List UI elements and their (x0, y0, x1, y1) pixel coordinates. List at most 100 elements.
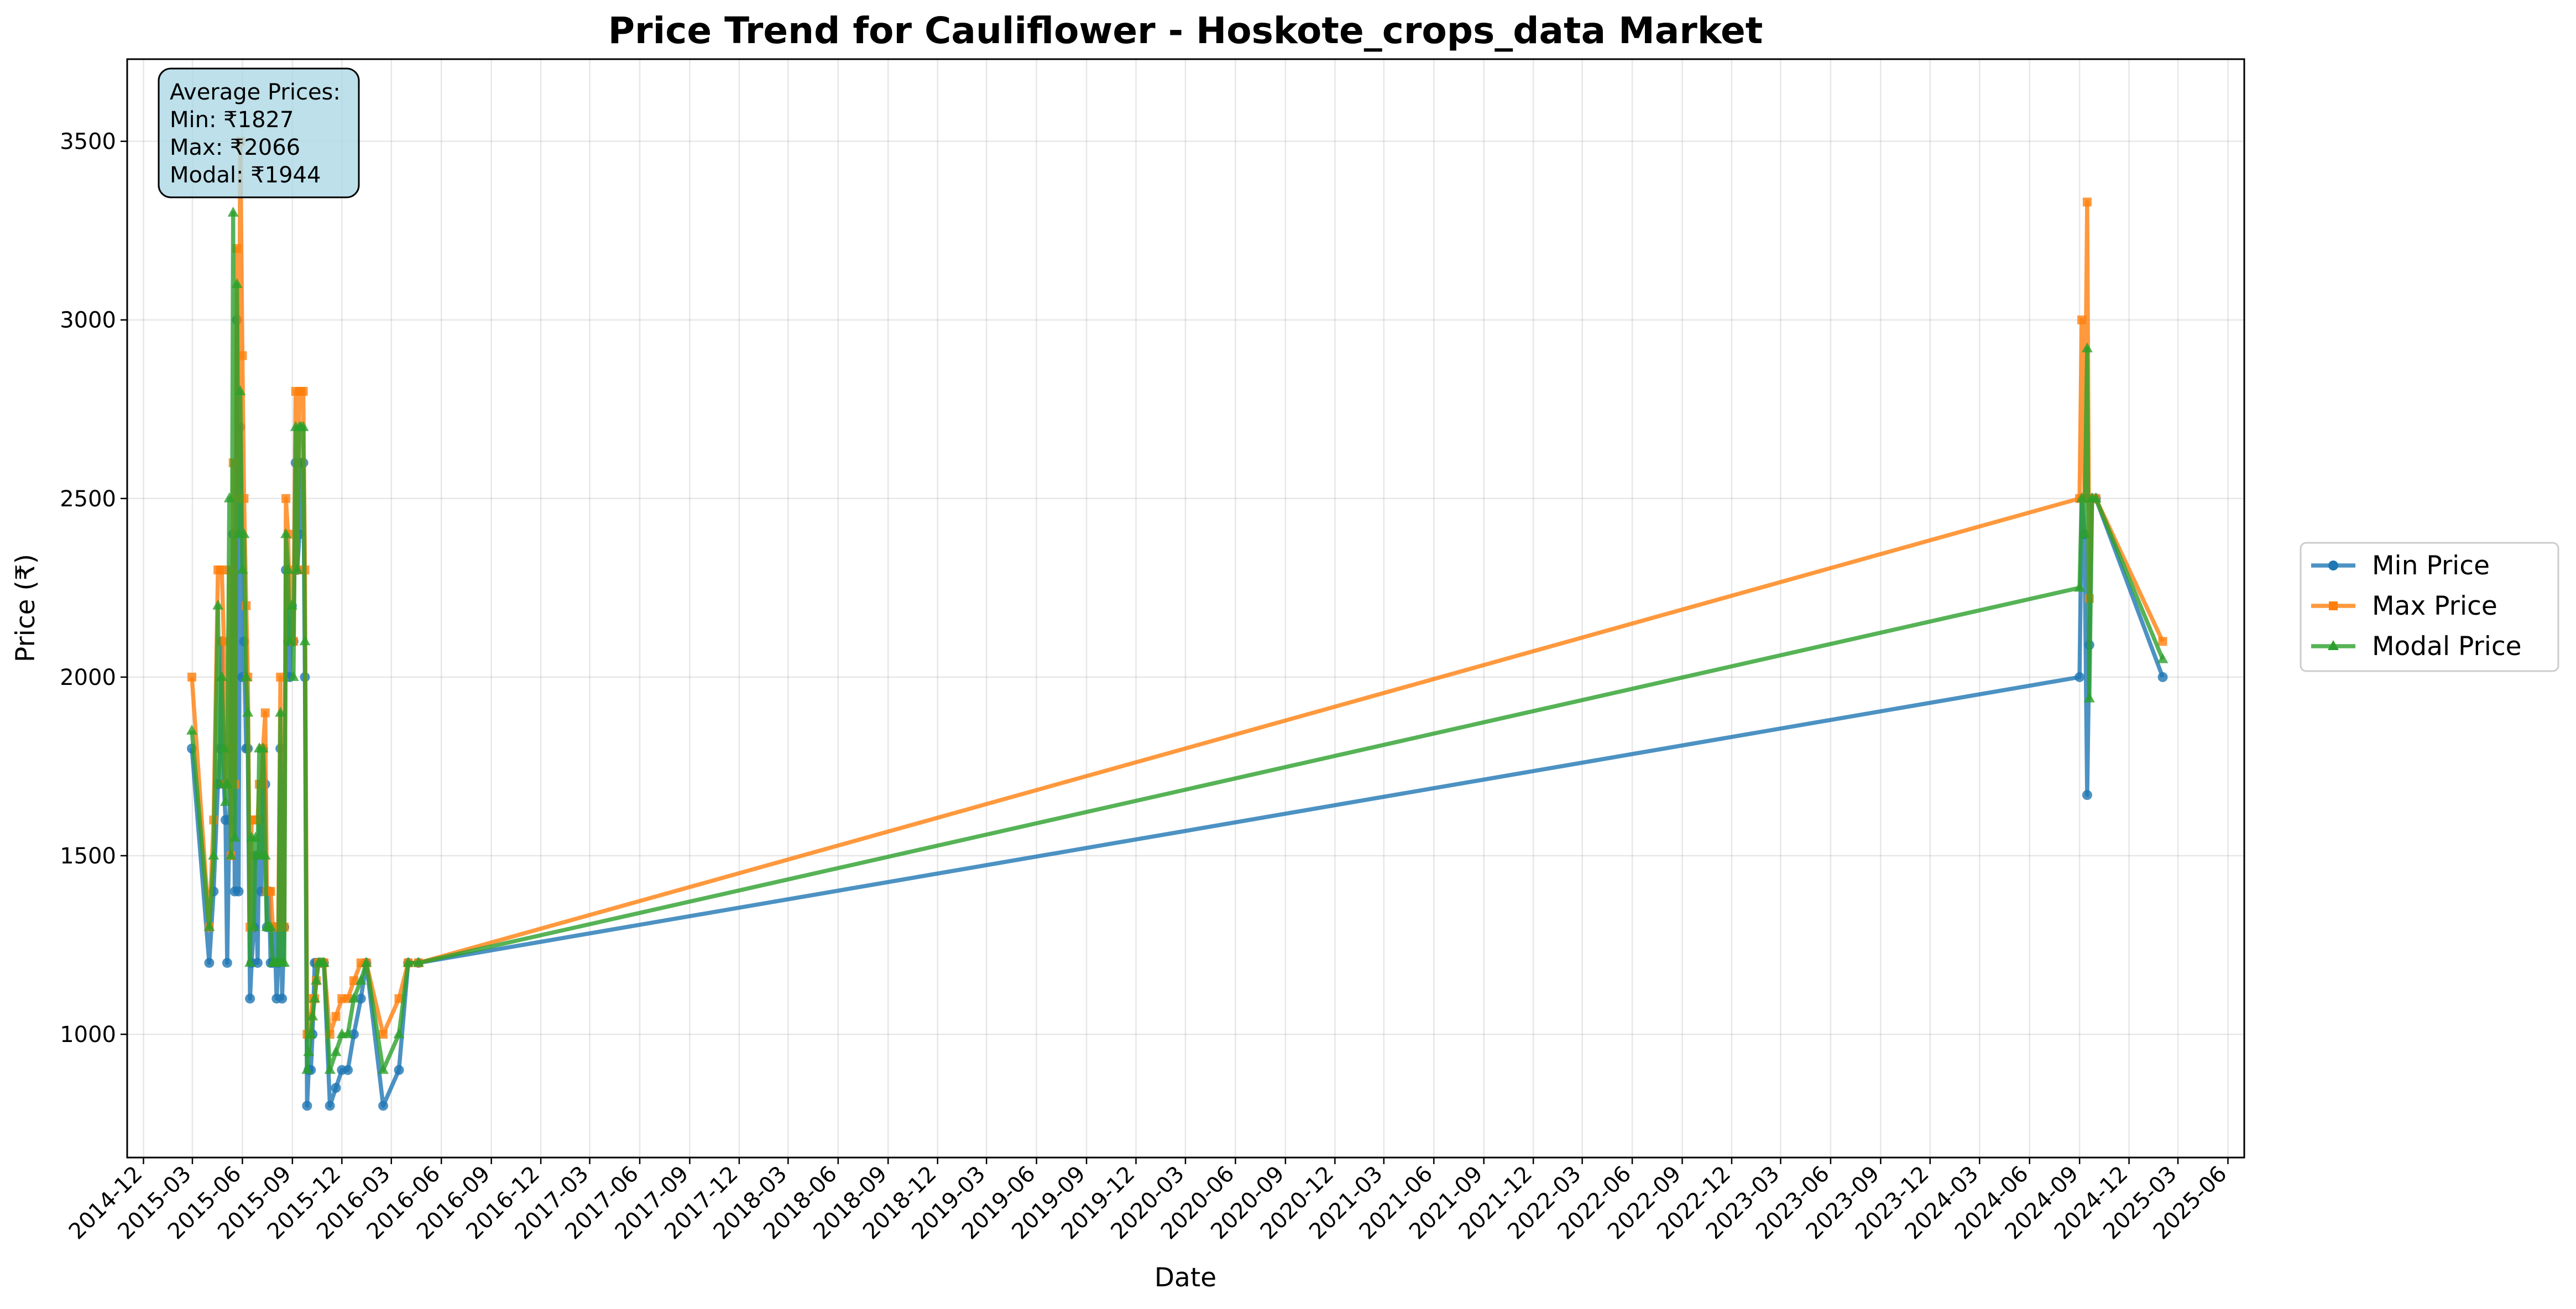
data-point-modal-price (227, 206, 239, 217)
legend-swatch-marker-min-price (2328, 561, 2338, 570)
y-tick-label: 3000 (60, 308, 116, 333)
chart-title: Price Trend for Cauliflower - Hoskote_cr… (608, 9, 1763, 52)
legend-swatch-marker-modal-price (2328, 640, 2339, 650)
data-point-min-price (204, 957, 215, 968)
data-point-min-price (378, 1101, 389, 1111)
data-point-modal-price (2074, 582, 2086, 592)
y-tick-label: 2000 (60, 665, 116, 690)
data-point-modal-price (208, 849, 220, 860)
data-point-max-price (281, 494, 291, 503)
data-point-modal-price (275, 706, 286, 717)
data-point-modal-price (231, 278, 243, 289)
data-point-min-price (252, 957, 263, 968)
data-point-modal-price (2078, 528, 2090, 538)
data-point-modal-price (221, 778, 233, 788)
y-tick-label: 1000 (60, 1022, 116, 1048)
data-point-max-price (349, 976, 358, 986)
data-point-min-price (325, 1101, 335, 1111)
data-point-modal-price (265, 921, 276, 931)
data-point-min-price (2082, 790, 2092, 800)
data-point-min-price (302, 1101, 312, 1111)
data-point-modal-price (412, 956, 424, 967)
series-modal-price (186, 206, 2169, 1074)
data-point-max-price (2082, 197, 2092, 207)
annotation-line-max: Max: ₹2066 (170, 135, 300, 160)
data-point-modal-price (280, 528, 292, 538)
data-point-modal-price (248, 921, 260, 931)
data-point-max-price (217, 566, 227, 575)
data-point-modal-price (218, 742, 229, 753)
data-point-min-price (331, 1082, 341, 1093)
data-point-modal-price (342, 1028, 354, 1039)
data-point-modal-price (203, 921, 215, 931)
data-point-modal-price (225, 849, 237, 860)
data-point-modal-price (2076, 492, 2088, 502)
data-point-modal-price (244, 956, 256, 967)
data-point-max-price (2158, 637, 2167, 646)
data-point-modal-price (307, 1010, 318, 1020)
y-tick-label: 1500 (60, 844, 116, 869)
data-point-modal-price (2081, 342, 2093, 353)
data-point-min-price (343, 1065, 353, 1075)
data-point-modal-price (288, 671, 299, 681)
data-point-modal-price (301, 1064, 313, 1074)
data-point-modal-price (257, 742, 269, 753)
data-point-modal-price (241, 671, 252, 681)
data-point-max-price (331, 1012, 341, 1021)
data-point-min-price (222, 957, 232, 968)
data-point-modal-price (223, 492, 235, 502)
data-point-modal-price (2083, 692, 2095, 703)
y-axis-label: Price (₹) (11, 554, 41, 662)
data-point-modal-price (2157, 653, 2169, 663)
data-point-min-price (2075, 672, 2085, 682)
data-point-modal-price (299, 635, 311, 646)
data-point-modal-price (250, 831, 262, 842)
legend-swatch-marker-max-price (2329, 601, 2338, 610)
data-point-modal-price (348, 992, 359, 1003)
data-point-min-price (277, 993, 288, 1004)
data-point-max-price (299, 386, 308, 396)
annotation-line-modal: Modal: ₹1944 (170, 163, 321, 188)
data-point-modal-price (212, 599, 224, 610)
legend-label-max-price: Max Price (2372, 591, 2497, 621)
data-point-modal-price (403, 956, 414, 967)
data-point-modal-price (291, 564, 303, 574)
data-point-modal-price (259, 849, 271, 860)
data-point-modal-price (229, 831, 241, 842)
data-point-modal-price (305, 1028, 317, 1039)
data-point-modal-price (286, 599, 297, 610)
data-point-modal-price (311, 975, 322, 985)
legend-label-modal-price: Modal Price (2372, 631, 2522, 662)
y-tick-label: 3500 (60, 129, 116, 155)
data-point-min-price (2157, 672, 2168, 682)
data-point-max-price (394, 994, 404, 1003)
data-point-min-price (245, 993, 255, 1004)
data-point-modal-price (330, 1046, 342, 1056)
data-point-modal-price (2090, 492, 2102, 502)
data-point-modal-price (234, 385, 246, 395)
data-point-max-price (260, 708, 270, 718)
data-point-modal-price (216, 671, 228, 681)
annotation-line-title: Average Prices: (170, 80, 341, 105)
average-prices-annotation: Average Prices: Min: ₹1827 Max: ₹2066 Mo… (158, 67, 360, 198)
data-point-modal-price (324, 1064, 336, 1074)
data-point-modal-price (238, 528, 250, 538)
data-point-modal-price (355, 975, 367, 985)
x-axis-label: Date (1154, 1263, 1216, 1293)
data-point-max-price (2077, 315, 2087, 324)
data-point-max-price (276, 672, 285, 682)
data-point-modal-price (282, 564, 294, 574)
data-point-modal-price (186, 724, 197, 735)
data-point-modal-price (393, 1028, 405, 1039)
data-point-modal-price (303, 1046, 315, 1056)
data-point-max-price (238, 351, 247, 360)
data-point-modal-price (378, 1064, 389, 1074)
data-point-modal-price (242, 706, 254, 717)
grid (127, 59, 2244, 1158)
data-point-modal-price (309, 992, 321, 1003)
data-point-max-price (379, 1030, 388, 1039)
data-point-modal-price (360, 956, 372, 967)
data-point-min-price (394, 1065, 404, 1075)
